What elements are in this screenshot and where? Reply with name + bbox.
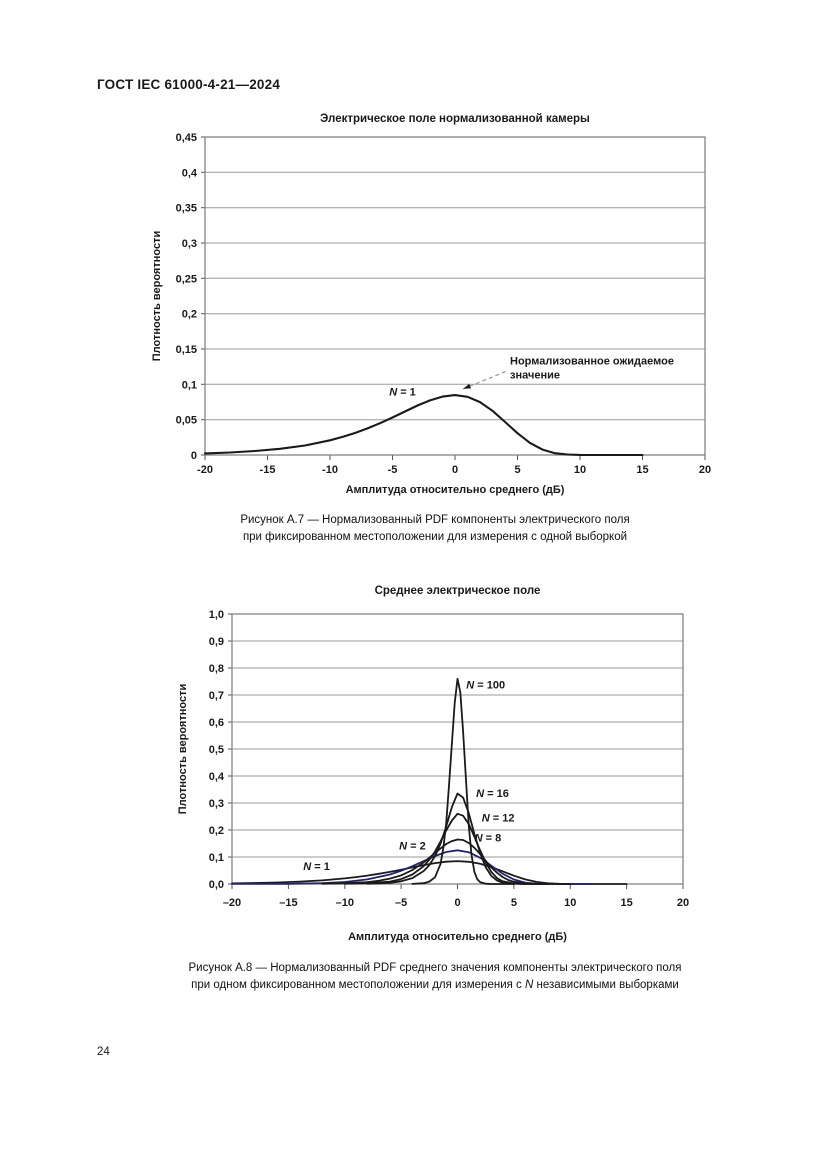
y-tick-label: 0,6 [209,717,224,729]
y-tick-label: 0,1 [209,852,224,864]
y-tick-label: 0,2 [209,825,224,837]
y-tick-label: 0,0 [209,879,224,891]
y-tick-label: 0,8 [209,663,224,675]
figure-a8-caption-line2: при одном фиксированном местоположении д… [191,979,679,991]
series-curve-N=8 [321,838,572,885]
x-tick-label: 20 [699,464,711,476]
x-tick-label: 20 [677,897,689,909]
plot-border [204,136,706,456]
x-tick-label: 0 [454,897,460,909]
x-tick-label: 5 [511,897,517,909]
y-tick-label: 0,7 [209,690,224,702]
y-tick-label: 0,15 [176,344,197,356]
y-tick-label: 0,35 [176,203,197,215]
series-curve-N=1 [203,394,644,457]
figure-a7-caption: Рисунок А.7 — Нормализованный PDF компон… [40,512,827,546]
x-tick-label: -15 [260,464,276,476]
series-label-N=100: N = 100 [466,679,505,691]
x-axis-label: Амплитуда относительно среднего (дБ) [348,931,567,943]
series-label-N=1: N = 1 [389,386,416,398]
y-tick-label: 1,0 [209,609,224,621]
series-label-N=16: N = 16 [476,788,509,800]
y-tick-label: 0,3 [182,238,197,250]
annotation-text-line1: Нормализованное ожидаемое [510,356,674,368]
series-curve-N=16 [366,792,549,885]
x-tick-label: –10 [336,897,354,909]
series-curve-N=100 [411,677,515,885]
y-tick-label: 0,4 [182,167,198,179]
y-tick-label: 0,9 [209,636,224,648]
series-label-N=12: N = 12 [482,812,515,824]
annotation-leader-line [462,371,506,390]
x-tick-label: 10 [564,897,576,909]
x-tick-label: –15 [279,897,297,909]
chart-title: Электрическое поле нормализованной камер… [320,113,590,125]
y-tick-label: 0,05 [176,415,197,427]
figure-a8-caption: Рисунок А.8 — Нормализованный PDF средне… [40,960,827,994]
y-tick-label: 0,1 [182,379,197,391]
y-tick-label: 0,3 [209,798,224,810]
x-axis-label: Амплитуда относительно среднего (дБ) [346,484,565,496]
y-tick-label: 0,4 [209,771,225,783]
figure-a7-chart: 0 0,05 0,1 0,15 0,2 0,25 0,3 0,35 0,4 0,45 -20 -15 -… [151,113,711,496]
figure-a8-chart: 0,0 0,1 0,2 0,3 0,4 0,5 0,6 0,7 0,8 0,9 1,0 –20 –15 –… [177,585,689,943]
x-tick-label: -5 [388,464,398,476]
x-tick-label: 5 [514,464,520,476]
figure-a7-caption-line1: Рисунок А.7 — Нормализованный PDF компон… [240,514,630,526]
y-tick-label: 0,25 [176,273,197,285]
figure-a8-caption-line1: Рисунок А.8 — Нормализованный PDF средне… [188,962,682,974]
x-tick-label: 0 [452,464,458,476]
y-axis-label: Плотность вероятности [177,684,189,814]
y-tick-label: 0,2 [182,309,197,321]
series-label-N=1: N = 1 [303,861,330,873]
x-tick-label: –20 [223,897,241,909]
page-number: 24 [97,1046,110,1058]
x-tick-label: -10 [322,464,338,476]
y-tick-label: 0,5 [209,744,224,756]
x-tick-label: 15 [620,897,632,909]
x-tick-label: –5 [395,897,407,909]
plot-border [231,613,684,885]
x-tick-label: 10 [574,464,586,476]
y-tick-label: 0,45 [176,132,197,144]
series-label-N=2: N = 2 [399,840,426,852]
y-tick-label: 0 [191,450,197,462]
x-tick-label: -20 [197,464,213,476]
series-curve-N=12 [343,812,549,885]
document-header: ГОСТ IEC 61000-4-21—2024 [97,77,281,92]
y-axis-label: Плотность вероятности [151,231,163,361]
x-tick-label: 15 [636,464,648,476]
annotation-text-line2: значение [510,370,560,382]
figure-a7-caption-line2: при фиксированном местоположении для изм… [242,531,628,543]
annotation-arrowhead-icon [463,383,472,389]
series-label-N=8: N = 8 [475,833,502,845]
chart-title: Среднее электрическое поле [375,585,541,597]
